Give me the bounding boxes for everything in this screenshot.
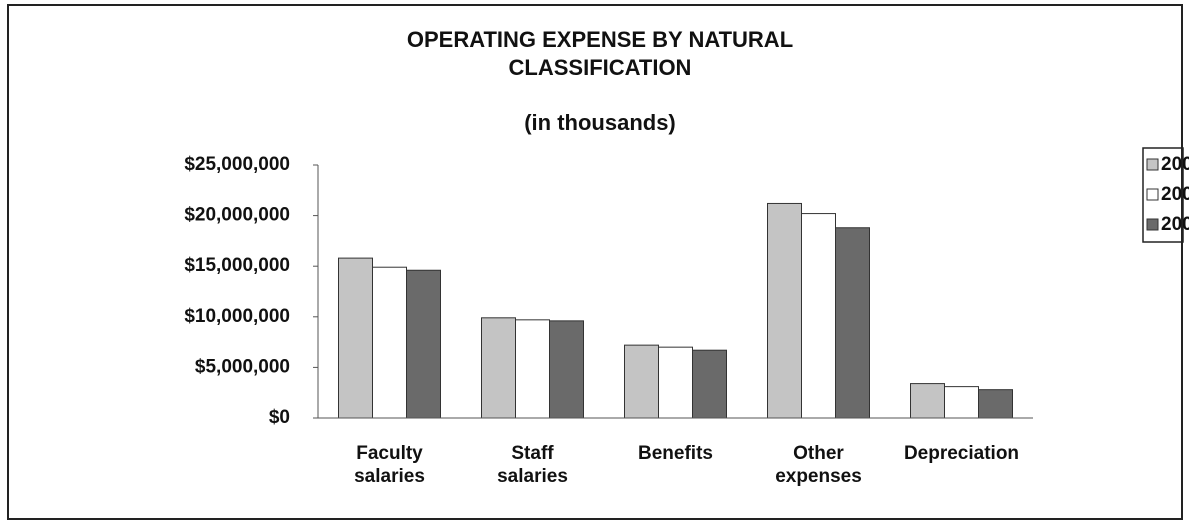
bar	[801, 213, 836, 419]
frame	[7, 4, 1183, 520]
bar	[549, 320, 584, 419]
bar	[944, 386, 979, 419]
bar	[692, 349, 727, 419]
bar	[978, 389, 1013, 419]
legend-swatch	[1146, 158, 1159, 171]
bar	[372, 266, 407, 419]
legend-swatch	[1146, 188, 1159, 201]
x-tick-label: Depreciation	[903, 443, 1020, 464]
legend-label: 2007	[1161, 184, 1189, 205]
bar	[406, 269, 441, 419]
bar	[481, 317, 516, 419]
bar	[835, 227, 870, 419]
y-tick-label: $15,000,000	[184, 255, 290, 276]
chart-subtitle: (in thousands)	[524, 110, 676, 135]
bar	[338, 257, 373, 419]
legend-label: 2008	[1161, 154, 1189, 175]
bar	[515, 319, 550, 419]
chart-title: OPERATING EXPENSE BY NATURAL CLASSIFICAT…	[406, 27, 794, 80]
y-tick-label: $20,000,000	[184, 205, 290, 226]
y-tick-label: $0	[269, 407, 290, 428]
x-tick-label: Faculty salaries	[354, 443, 425, 487]
legend-swatch	[1146, 218, 1159, 231]
x-tick-label: Other expenses	[775, 443, 862, 487]
x-tick-label: Staff salaries	[497, 443, 568, 487]
legend-box	[1142, 147, 1184, 243]
x-tick-label: Benefits	[638, 443, 713, 464]
bar	[658, 346, 693, 419]
legend-label: 2006	[1161, 214, 1189, 235]
y-tick-label: $25,000,000	[184, 154, 290, 175]
y-tick-label: $10,000,000	[184, 306, 290, 327]
y-tick-label: $5,000,000	[195, 356, 290, 377]
bar	[910, 383, 945, 419]
bar	[767, 202, 802, 419]
bar	[624, 344, 659, 419]
